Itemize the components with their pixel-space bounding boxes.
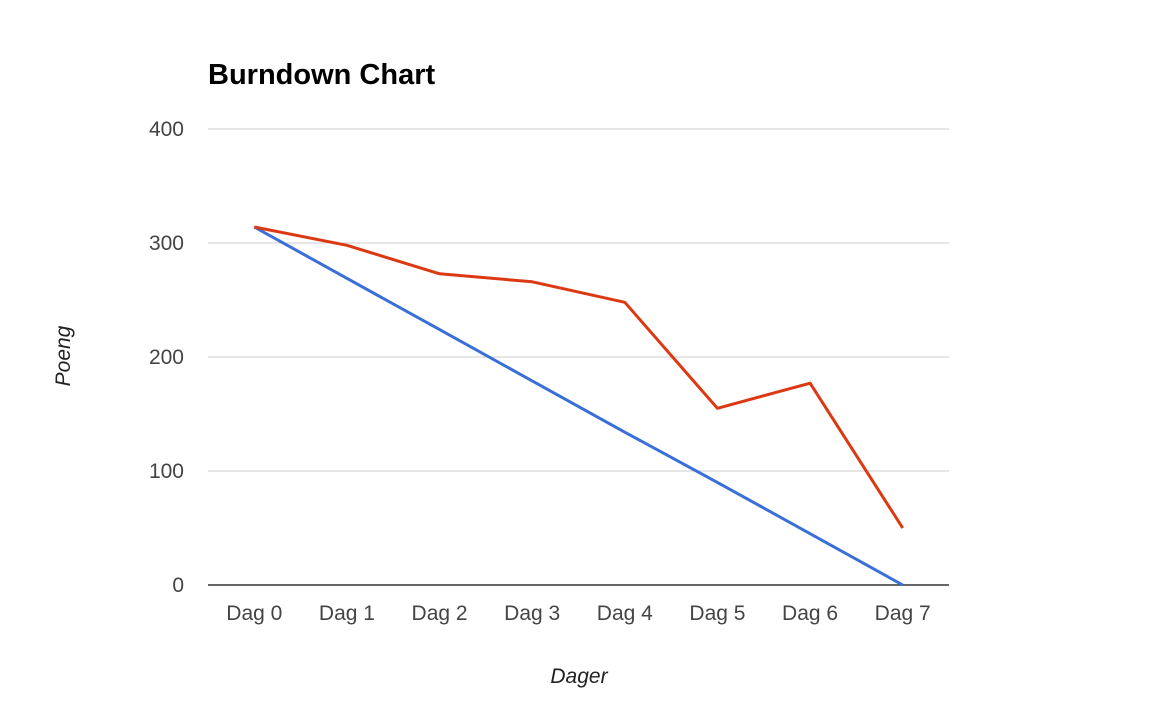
x-tick-label: Dag 3: [504, 602, 560, 625]
y-tick-label: 400: [149, 118, 184, 141]
chart-title: Burndown Chart: [208, 59, 435, 91]
y-axis-title: Poeng: [52, 325, 75, 386]
x-axis-ticks: Dag 0 Dag 1 Dag 2 Dag 3 Dag 4 Dag 5 Dag 6 Dag 7: [226, 602, 930, 625]
series-lines: [253, 225, 904, 587]
y-tick-label: 0: [172, 574, 184, 597]
y-tick-label: 100: [149, 460, 184, 483]
y-axis-ticks: 0 100 200 300 400: [149, 118, 184, 597]
x-tick-label: Dag 4: [597, 602, 653, 625]
x-tick-label: Dag 7: [875, 602, 931, 625]
x-axis-title: Dager: [550, 665, 608, 688]
gridlines: [208, 128, 949, 586]
y-tick-label: 300: [149, 232, 184, 255]
x-tick-label: Dag 5: [689, 602, 745, 625]
series-line-1: [254, 225, 904, 529]
y-tick-label: 200: [149, 346, 184, 369]
x-tick-label: Dag 0: [226, 602, 282, 625]
series-line-0: [253, 225, 904, 587]
x-tick-label: Dag 2: [412, 602, 468, 625]
x-tick-label: Dag 6: [782, 602, 838, 625]
x-tick-label: Dag 1: [319, 602, 375, 625]
